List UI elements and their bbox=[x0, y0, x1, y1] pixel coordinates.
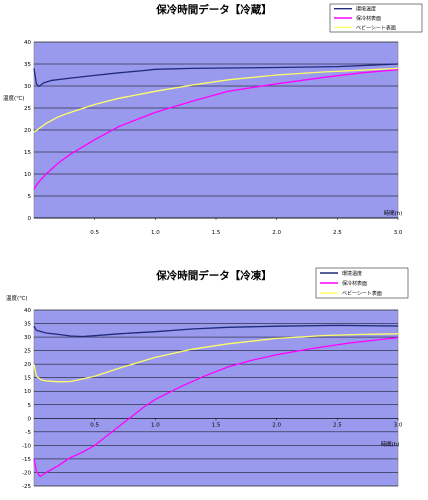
y-tick-label: 15 bbox=[24, 150, 31, 156]
x-tick-label: 1.0 bbox=[151, 422, 160, 428]
y-tick-label: 30 bbox=[24, 84, 31, 90]
y-tick-label: 0 bbox=[28, 216, 32, 222]
y-tick-label: 40 bbox=[24, 40, 31, 46]
y-tick-label: 35 bbox=[24, 322, 31, 328]
legend-entry: 環境温度 bbox=[342, 270, 362, 277]
x-tick-label: 3.0 bbox=[394, 230, 403, 236]
x-tick-label: 2.0 bbox=[272, 230, 281, 236]
x-tick-label: 1.5 bbox=[212, 422, 221, 428]
y-tick-label: 25 bbox=[24, 349, 31, 355]
y-axis-label: 温度(℃) bbox=[6, 294, 27, 302]
chart-title: 保冷時間データ【冷凍】 bbox=[155, 269, 272, 282]
y-tick-label: 20 bbox=[24, 362, 31, 368]
y-tick-label: 5 bbox=[28, 403, 32, 409]
y-axis-label: 温度(℃) bbox=[3, 94, 24, 102]
x-tick-label: 2.0 bbox=[272, 422, 281, 428]
y-tick-label: -25 bbox=[22, 484, 31, 490]
y-tick-label: 5 bbox=[28, 194, 32, 200]
y-tick-label: 15 bbox=[24, 376, 31, 382]
y-tick-label: 0 bbox=[28, 416, 32, 422]
y-tick-label: -10 bbox=[22, 443, 31, 449]
legend-entry: 保冷材表面 bbox=[356, 15, 381, 22]
series-line-2 bbox=[33, 69, 399, 190]
y-tick-label: -15 bbox=[22, 457, 31, 463]
x-axis-label: 時間(h) bbox=[384, 209, 403, 217]
x-tick-label: 2.5 bbox=[333, 422, 342, 428]
chart-title: 保冷時間データ【冷蔵】 bbox=[155, 3, 272, 16]
y-tick-label: 10 bbox=[24, 172, 31, 178]
x-tick-label: 0.5 bbox=[90, 422, 99, 428]
legend-entry: 環境温度 bbox=[356, 6, 376, 13]
chart-2: 保冷時間データ【冷凍】 -25 -20 -15 -10 -5 0 5 10 15 20 25 30 35 4… bbox=[6, 267, 409, 490]
legend-entry: ベビーシート表面 bbox=[356, 24, 396, 31]
plot-area bbox=[33, 309, 399, 487]
x-axis-label: 時間(h) bbox=[381, 440, 400, 448]
x-tick-label: 1.5 bbox=[212, 230, 221, 236]
y-tick-label: 20 bbox=[24, 128, 31, 134]
y-tick-label: 10 bbox=[24, 389, 31, 395]
y-tick-label: -20 bbox=[22, 470, 31, 476]
legend-entry: ベビーシート表面 bbox=[342, 290, 382, 297]
series-line-3 bbox=[33, 333, 399, 383]
series-line-3 bbox=[33, 67, 399, 133]
series-line-1 bbox=[33, 324, 399, 338]
series-line-2 bbox=[33, 336, 399, 478]
legend-entry: 保冷材表面 bbox=[342, 280, 367, 287]
x-tick-label: 3.0 bbox=[394, 422, 403, 428]
x-tick-label: 1.0 bbox=[151, 230, 160, 236]
y-tick-label: 30 bbox=[24, 335, 31, 341]
x-tick-label: 2.5 bbox=[333, 230, 342, 236]
x-tick-label: 0.5 bbox=[90, 230, 99, 236]
chart-1: 保冷時間データ【冷蔵】 0 5 10 15 20 25 30 35 40 0.5 1.0 1.5 2.0 2… bbox=[3, 3, 423, 236]
y-tick-label: -5 bbox=[26, 430, 32, 436]
series-line-1 bbox=[33, 63, 399, 88]
y-tick-label: 40 bbox=[24, 308, 31, 314]
y-tick-label: 25 bbox=[24, 106, 31, 112]
y-tick-label: 35 bbox=[24, 62, 31, 68]
